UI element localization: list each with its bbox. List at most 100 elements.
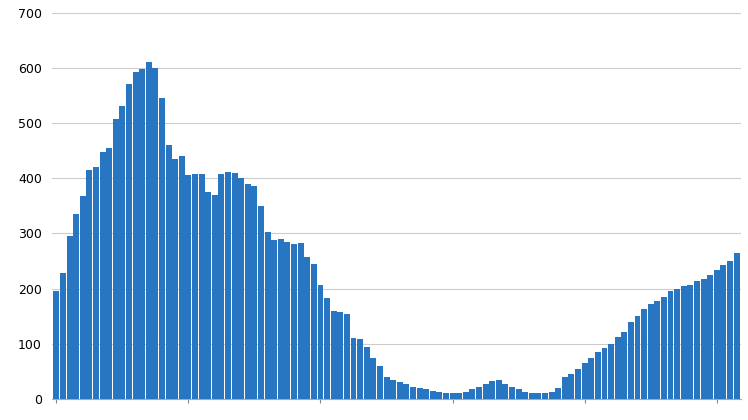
Bar [179,156,185,399]
Bar [707,275,713,399]
Bar [701,278,707,399]
Bar [601,348,607,399]
Bar [337,312,343,399]
Bar [443,394,449,399]
Bar [542,394,548,399]
Bar [239,178,244,399]
Bar [351,338,357,399]
Bar [496,380,502,399]
Bar [93,167,99,399]
Bar [555,388,561,399]
Bar [165,145,171,399]
Bar [687,285,693,399]
Bar [568,374,574,399]
Bar [482,383,488,399]
Bar [80,196,86,399]
Bar [694,281,700,399]
Bar [205,192,211,399]
Bar [298,243,304,399]
Bar [436,392,442,399]
Bar [423,389,429,399]
Bar [113,118,119,399]
Bar [60,273,66,399]
Bar [232,173,238,399]
Bar [311,264,317,399]
Bar [120,106,126,399]
Bar [582,363,588,399]
Bar [681,286,687,399]
Bar [720,265,726,399]
Bar [476,387,482,399]
Bar [390,380,396,399]
Bar [99,152,105,399]
Bar [503,383,509,399]
Bar [456,394,462,399]
Bar [218,174,224,399]
Bar [186,176,191,399]
Bar [377,366,383,399]
Bar [403,384,409,399]
Bar [727,261,733,399]
Bar [324,298,330,399]
Bar [126,84,132,399]
Bar [317,285,323,399]
Bar [212,195,218,399]
Bar [634,316,640,399]
Bar [674,289,680,399]
Bar [641,309,647,399]
Bar [139,69,145,399]
Bar [628,322,634,399]
Bar [470,389,476,399]
Bar [417,388,423,399]
Bar [714,270,720,399]
Bar [199,174,205,399]
Bar [159,98,165,399]
Bar [622,332,628,399]
Bar [522,392,528,399]
Bar [284,242,290,399]
Bar [278,239,283,399]
Bar [364,346,370,399]
Bar [245,184,251,399]
Bar [654,301,660,399]
Bar [734,253,740,399]
Bar [667,291,673,399]
Bar [410,387,416,399]
Bar [529,394,535,399]
Bar [463,392,469,399]
Bar [588,357,594,399]
Bar [661,297,667,399]
Bar [489,381,495,399]
Bar [53,291,59,399]
Bar [595,352,601,399]
Bar [608,344,614,399]
Bar [192,174,198,399]
Bar [291,244,297,399]
Bar [146,62,152,399]
Bar [648,304,654,399]
Bar [344,314,350,399]
Bar [73,214,79,399]
Bar [384,377,390,399]
Bar [153,68,159,399]
Bar [370,357,376,399]
Bar [515,389,521,399]
Bar [258,206,264,399]
Bar [509,387,515,399]
Bar [430,391,436,399]
Bar [549,392,554,399]
Bar [450,394,456,399]
Bar [265,232,271,399]
Bar [86,170,92,399]
Bar [331,311,337,399]
Bar [106,148,112,399]
Bar [575,369,581,399]
Bar [396,383,402,399]
Bar [536,394,542,399]
Bar [357,339,363,399]
Bar [304,257,310,399]
Bar [172,159,178,399]
Bar [562,377,568,399]
Bar [251,186,257,399]
Bar [615,337,621,399]
